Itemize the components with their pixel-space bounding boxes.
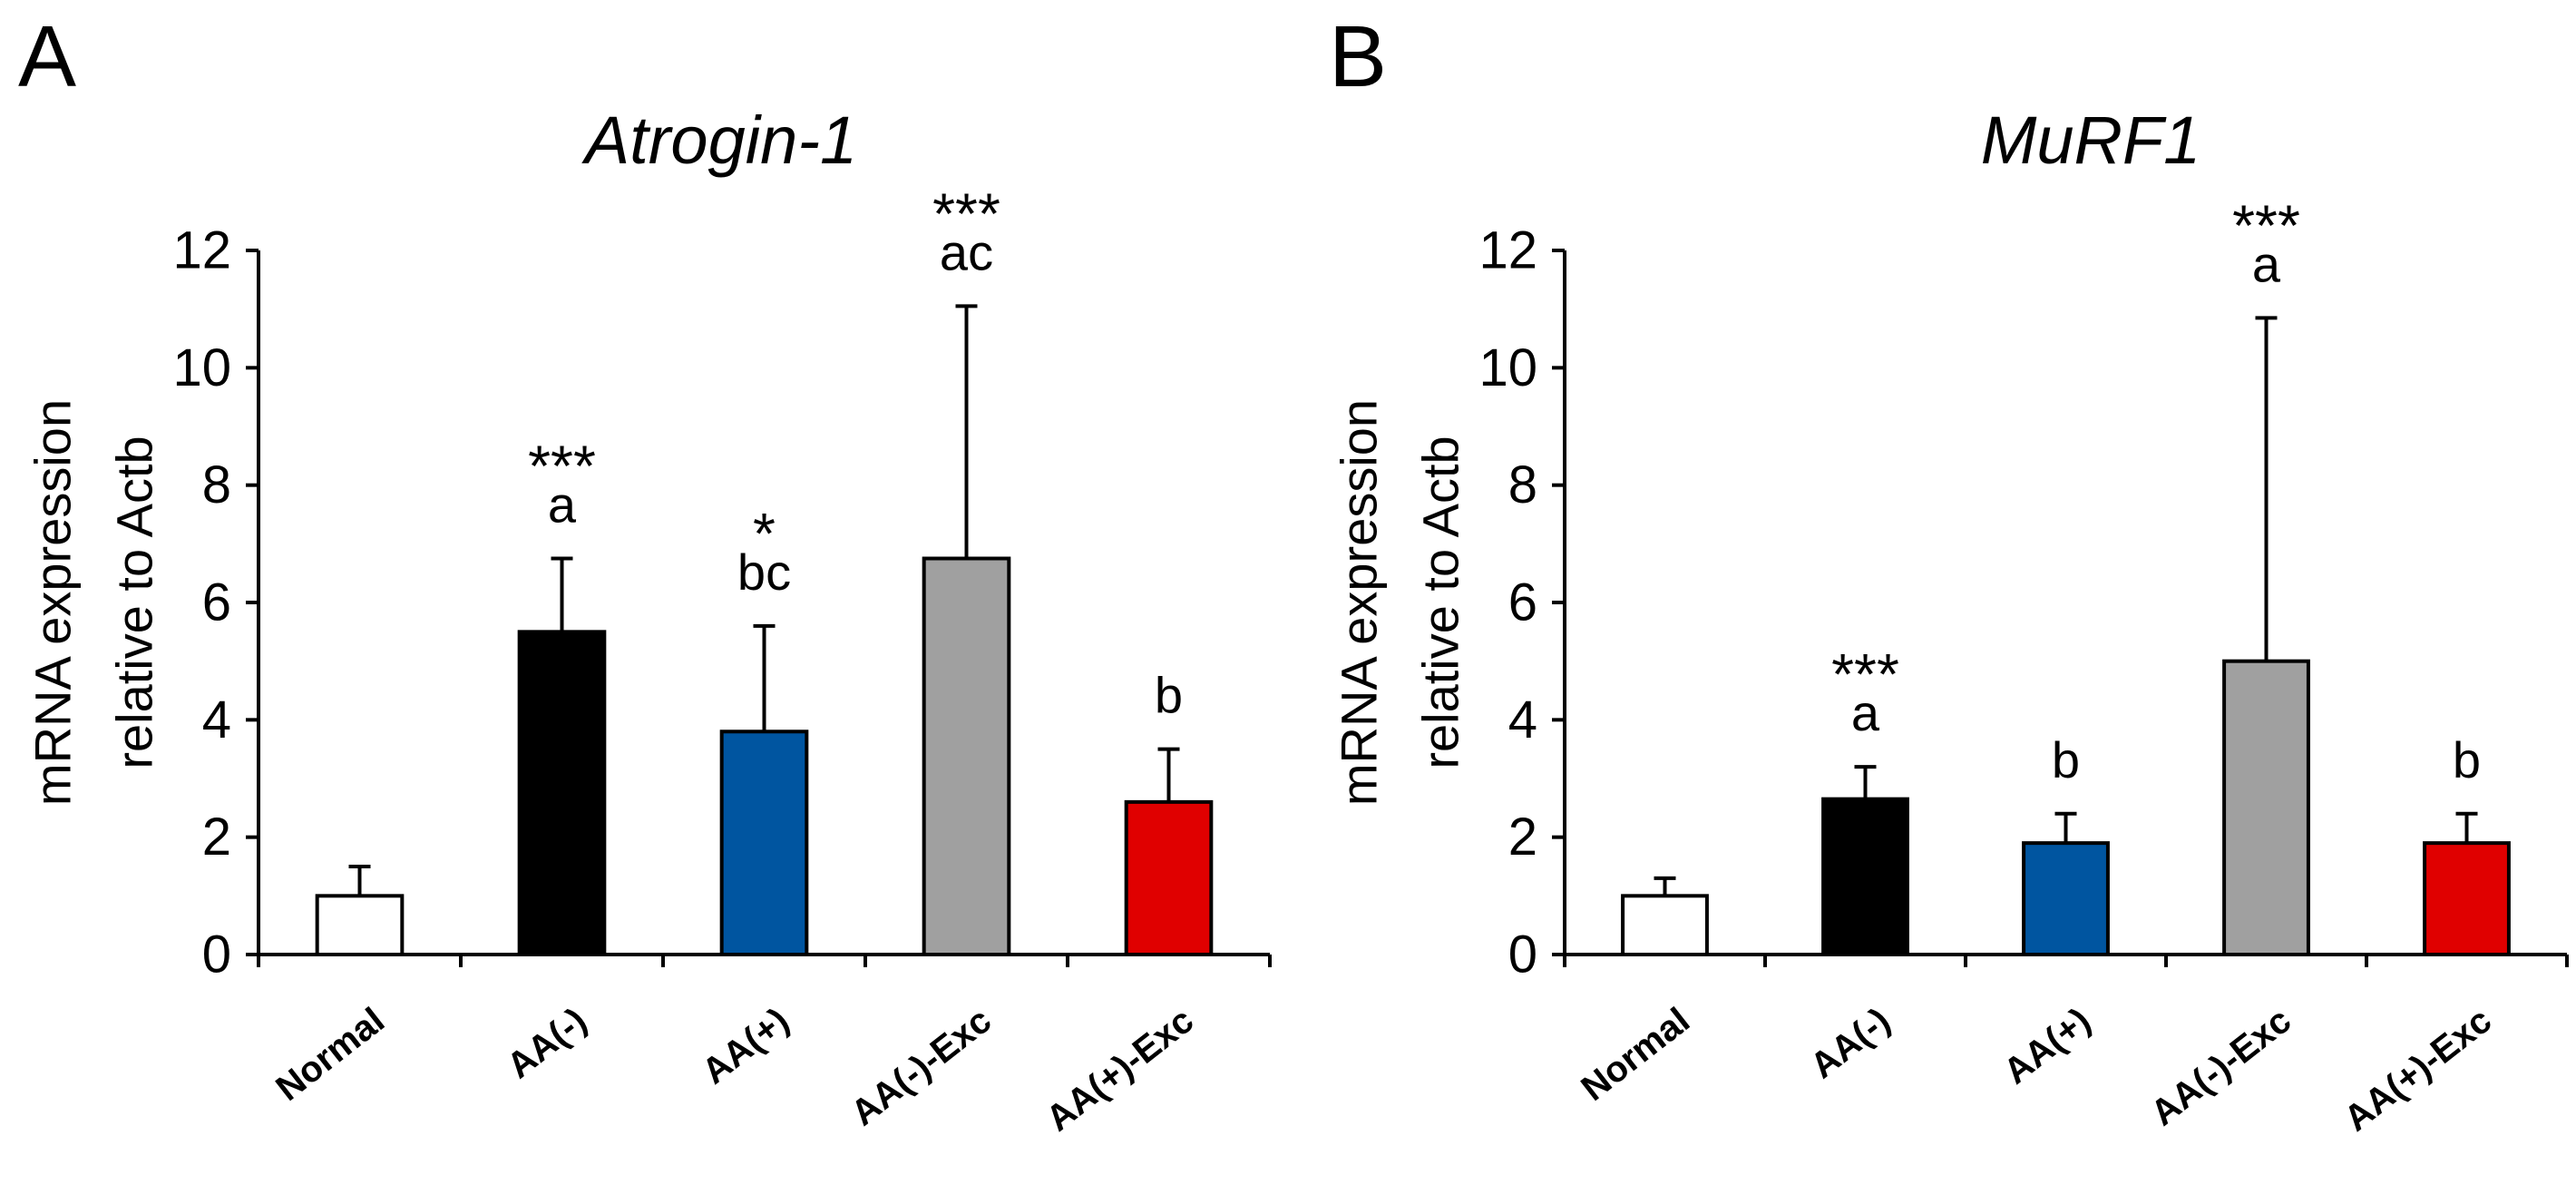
significance-letter: b	[2052, 731, 2080, 788]
bar	[1621, 894, 1709, 956]
significance-letter: a	[2252, 235, 2281, 292]
y-tick-label: 0	[202, 925, 231, 984]
significance-letter: a	[548, 476, 577, 534]
x-tick-label: Normal	[1574, 1000, 1697, 1109]
y-tick-label: 6	[1508, 573, 1537, 632]
y-tick-label: 8	[202, 455, 231, 514]
y-tick-label: 8	[1508, 455, 1537, 514]
significance-stars: *	[753, 501, 776, 566]
chart-title: MuRF1	[1981, 103, 2201, 178]
chart-title: Atrogin-1	[581, 103, 857, 178]
y-axis-label-line: relative to Actb	[1412, 436, 1469, 769]
chart-panel-b: B MuRF1 mRNA expression relative to Actb 0 2 4…	[1329, 8, 2569, 1139]
significance-stars: ***	[2232, 192, 2300, 258]
y-tick-label: 2	[202, 808, 231, 867]
x-tick-label: AA(-)-Exc	[844, 1000, 999, 1133]
x-tick-label: AA(+)-Exc	[1039, 1000, 1201, 1139]
x-tick-label: AA(+)-Exc	[2337, 1000, 2499, 1139]
chart-panel-a: A Atrogin-1 mRNA expression relative to Act…	[18, 8, 1272, 1139]
bar	[2022, 841, 2110, 957]
bar	[719, 730, 809, 956]
y-tick-label: 12	[172, 221, 231, 280]
x-tick-label: AA(-)-Exc	[2143, 1000, 2298, 1133]
y-tick-label: 2	[1508, 808, 1537, 867]
bar	[315, 894, 405, 956]
y-tick-label: 12	[1478, 221, 1537, 280]
y-tick-label: 10	[172, 338, 231, 397]
x-tick-label: AA(-)	[1803, 1000, 1898, 1086]
bar	[922, 556, 1011, 956]
y-axis-label-line: mRNA expression	[1331, 399, 1388, 806]
significance-stars: ***	[932, 181, 1000, 246]
significance-stars: ***	[1831, 641, 1899, 707]
significance-letter: b	[2453, 731, 2481, 788]
x-tick-label: AA(+)	[695, 1000, 796, 1092]
x-tick-label: Normal	[268, 1000, 392, 1109]
y-tick-label: 0	[1508, 925, 1537, 984]
bar	[2423, 841, 2511, 957]
bar	[2222, 659, 2310, 957]
significance-stars: ***	[528, 434, 596, 499]
y-tick-label: 4	[202, 690, 231, 749]
y-tick-label: 6	[202, 573, 231, 632]
x-tick-label: AA(-)	[500, 1000, 594, 1086]
panel-letter: A	[18, 8, 76, 105]
significance-letter: bc	[737, 544, 791, 601]
bar	[1821, 797, 1909, 957]
significance-letter: a	[1851, 684, 1880, 741]
bar	[517, 630, 607, 956]
y-axis-label-line: mRNA expression	[24, 399, 82, 806]
significance-letter: ac	[940, 223, 993, 280]
bar	[1124, 799, 1214, 956]
y-tick-label: 4	[1508, 690, 1537, 749]
y-axis-label-line: relative to Actb	[106, 436, 163, 769]
panel-letter: B	[1329, 8, 1387, 105]
y-tick-label: 10	[1478, 338, 1537, 397]
significance-letter: b	[1155, 667, 1183, 724]
x-tick-label: AA(+)	[1996, 1000, 2098, 1092]
